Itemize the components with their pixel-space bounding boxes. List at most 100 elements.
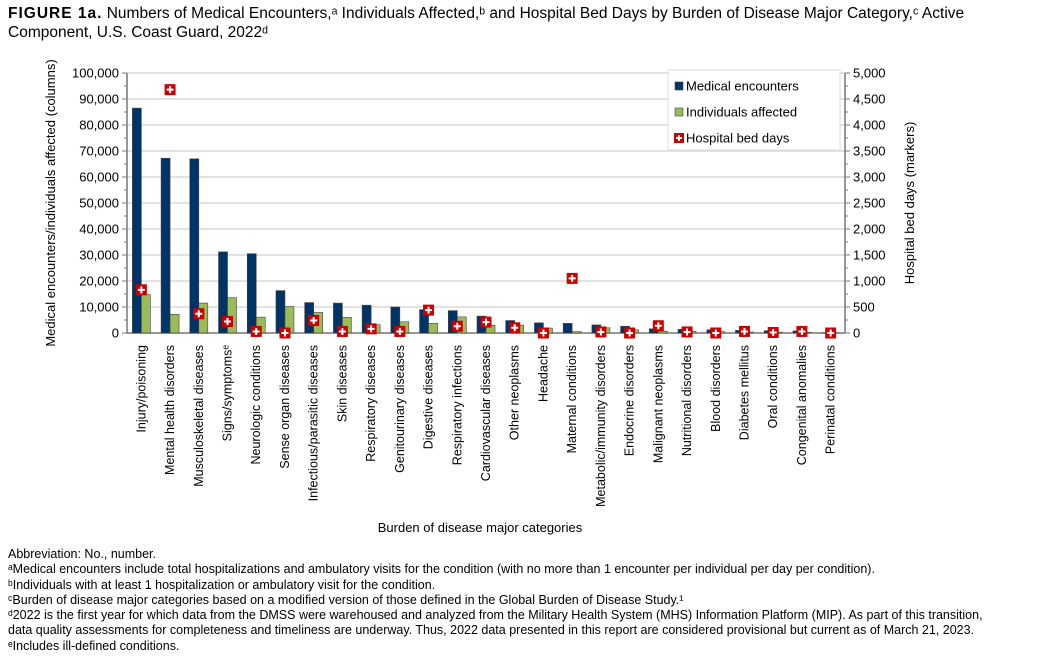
y2-tick-label: 0 bbox=[853, 326, 860, 341]
x-tick-label: Diabetes mellitus bbox=[737, 345, 751, 440]
footnotes: Abbreviation: No., number. ᵃMedical encou… bbox=[8, 547, 1048, 654]
x-tick-label: Blood disorders bbox=[709, 345, 723, 432]
x-tick-label: Congenital anomalies bbox=[795, 345, 809, 465]
x-tick-label: Perinatal conditions bbox=[824, 345, 838, 454]
y2-tick-label: 2,500 bbox=[853, 196, 886, 211]
y-tick-label: 20,000 bbox=[79, 274, 119, 289]
x-tick-label: Cardiovascular diseases bbox=[479, 345, 493, 481]
bed-days-marker bbox=[509, 322, 521, 334]
encounters-bar bbox=[160, 157, 171, 334]
bed-days-marker bbox=[537, 327, 549, 339]
x-tick-label: Respiratory diseases bbox=[364, 345, 378, 462]
x-tick-label: Maternal conditions bbox=[565, 345, 579, 453]
legend-label: Hospital bed days bbox=[686, 131, 790, 146]
y2-tick-label: 3,500 bbox=[853, 144, 886, 159]
bed-days-marker bbox=[193, 308, 205, 320]
y-tick-label: 40,000 bbox=[79, 222, 119, 237]
x-tick-label: Nutritional disorders bbox=[680, 345, 694, 456]
x-tick-label: Other neoplasms bbox=[508, 345, 522, 440]
y-tick-label: 70,000 bbox=[79, 144, 119, 159]
encounters-bar bbox=[218, 251, 228, 334]
y2-axis-title: Hospital bed days (markers) bbox=[902, 122, 917, 285]
x-tick-label: Oral conditions bbox=[766, 345, 780, 428]
legend-swatch bbox=[674, 107, 684, 117]
x-tick-label: Respiratory infections bbox=[450, 345, 464, 465]
y-tick-label: 90,000 bbox=[79, 92, 119, 107]
individuals-bar bbox=[169, 313, 180, 334]
x-tick-label: Endocrine disorders bbox=[623, 345, 637, 456]
bed-days-marker bbox=[796, 325, 808, 337]
figure-label: FIGURE 1a. bbox=[8, 5, 103, 22]
bed-days-marker bbox=[710, 327, 722, 339]
x-tick-label: Metabolic/immunity disorders bbox=[594, 345, 608, 507]
x-tick-label: Signs/symptomsᵉ bbox=[221, 345, 235, 442]
y2-tick-label: 5,000 bbox=[853, 66, 886, 81]
individuals-bar bbox=[658, 330, 668, 334]
y-tick-label: 60,000 bbox=[79, 170, 119, 185]
individuals-bar bbox=[227, 297, 237, 334]
bed-days-marker bbox=[624, 327, 636, 339]
x-tick-label: Genitourinary diseases bbox=[393, 345, 407, 473]
bed-days-marker bbox=[394, 325, 406, 337]
bed-days-marker bbox=[164, 84, 176, 96]
x-tick-label: Headache bbox=[536, 345, 550, 402]
bed-days-marker bbox=[222, 316, 234, 328]
figure-title-text: Numbers of Medical Encounters,ᵃ Individu… bbox=[8, 5, 965, 41]
x-tick-label: Infectious/parasitic diseases bbox=[307, 345, 321, 501]
x-tick-label: Mental health disorders bbox=[163, 345, 177, 475]
bed-days-marker bbox=[566, 272, 578, 284]
footnote: ᵃMedical encounters include total hospit… bbox=[8, 562, 875, 577]
bed-days-marker bbox=[767, 326, 779, 338]
legend-label: Medical encounters bbox=[686, 79, 799, 94]
bed-days-marker bbox=[652, 320, 664, 332]
x-tick-label: Injury/poisoning bbox=[134, 345, 148, 433]
y2-tick-label: 4,000 bbox=[853, 118, 886, 133]
y-tick-label: 50,000 bbox=[79, 196, 119, 211]
y2-tick-label: 1,500 bbox=[853, 248, 886, 263]
bed-days-marker bbox=[451, 320, 463, 332]
footnote: ᵉIncludes ill-defined conditions. bbox=[8, 638, 180, 653]
y2-tick-label: 500 bbox=[853, 300, 875, 315]
y2-tick-label: 1,000 bbox=[853, 274, 886, 289]
encounters-bar bbox=[132, 107, 142, 334]
x-tick-label: Malignant neoplasms bbox=[651, 345, 665, 463]
x-tick-label: Musculoskeletal diseases bbox=[192, 345, 206, 487]
x-tick-label: Digestive diseases bbox=[422, 345, 436, 449]
bed-days-marker bbox=[595, 326, 607, 338]
bed-days-marker bbox=[365, 323, 377, 335]
encounters-bar bbox=[562, 323, 573, 334]
y2-tick-label: 4,500 bbox=[853, 92, 886, 107]
y-axis-title: Medical encounters/individuals affected … bbox=[43, 59, 58, 346]
bed-days-marker bbox=[738, 325, 750, 337]
x-tick-label: Neurologic conditions bbox=[249, 345, 263, 465]
y2-tick-label: 2,000 bbox=[853, 222, 886, 237]
bed-days-marker bbox=[279, 327, 291, 339]
encounters-bar bbox=[189, 158, 200, 334]
chart: 0 10,000 20,000 30,000 40,000 50,000 60,000 70,… bbox=[43, 59, 917, 535]
bed-days-marker bbox=[135, 284, 147, 296]
y-tick-label: 100,000 bbox=[72, 66, 119, 81]
y-tick-label: 0 bbox=[112, 326, 119, 341]
bed-days-marker bbox=[825, 327, 837, 339]
legend: Medical encounters Individuals affected Ho… bbox=[667, 69, 841, 151]
y-tick-label: 30,000 bbox=[79, 248, 119, 263]
encounters-bar bbox=[275, 290, 286, 334]
individuals-bar bbox=[571, 331, 582, 334]
y-tick-label: 80,000 bbox=[79, 118, 119, 133]
legend-swatch bbox=[674, 81, 684, 91]
y2-tick-label: 3,000 bbox=[853, 170, 886, 185]
individuals-bar bbox=[428, 323, 438, 334]
footnote: Abbreviation: No., number. bbox=[8, 547, 156, 561]
footnote: ᵇIndividuals with at least 1 hospitaliza… bbox=[8, 577, 436, 592]
bed-days-marker bbox=[308, 315, 320, 327]
footnote: ᶜBurden of disease major categories base… bbox=[8, 592, 684, 607]
x-tick-label: Skin diseases bbox=[335, 345, 349, 422]
legend-label: Individuals affected bbox=[686, 105, 797, 120]
bed-days-marker bbox=[423, 304, 435, 316]
footnote: data quality assessments for completenes… bbox=[8, 623, 975, 638]
encounters-bar bbox=[246, 253, 257, 334]
y-tick-label: 10,000 bbox=[79, 300, 119, 315]
x-axis-title: Burden of disease major categories bbox=[378, 520, 583, 535]
bed-days-marker bbox=[480, 316, 492, 328]
bed-days-marker bbox=[681, 326, 693, 338]
